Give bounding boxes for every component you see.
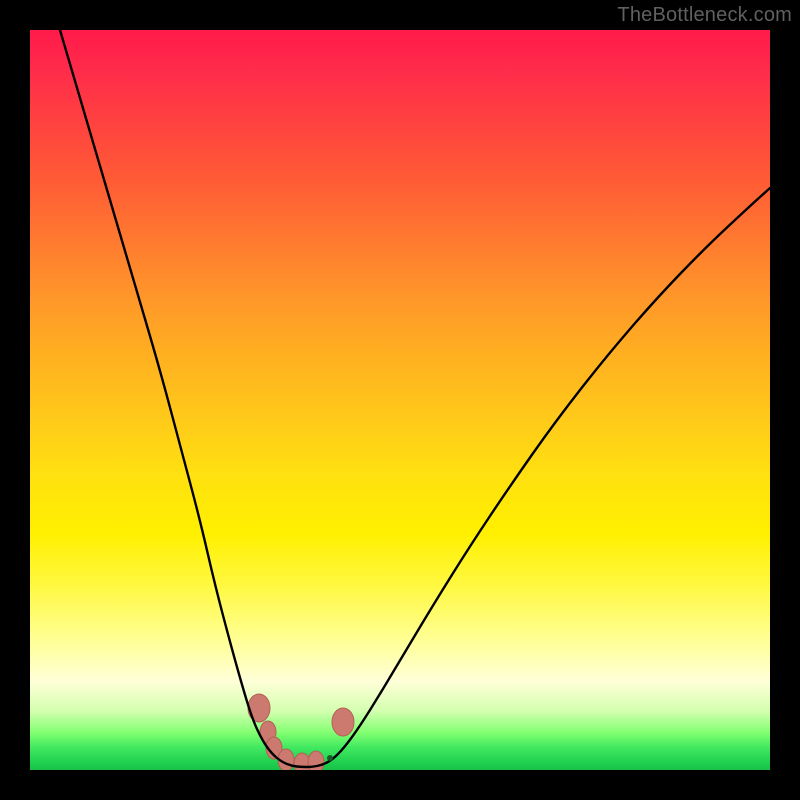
plot-area (30, 30, 770, 770)
curve-marker (332, 708, 354, 736)
watermark-text: TheBottleneck.com (617, 4, 792, 27)
curve-layer (30, 30, 770, 770)
valley-min-dot (327, 755, 333, 761)
bottleneck-curve (60, 30, 770, 767)
